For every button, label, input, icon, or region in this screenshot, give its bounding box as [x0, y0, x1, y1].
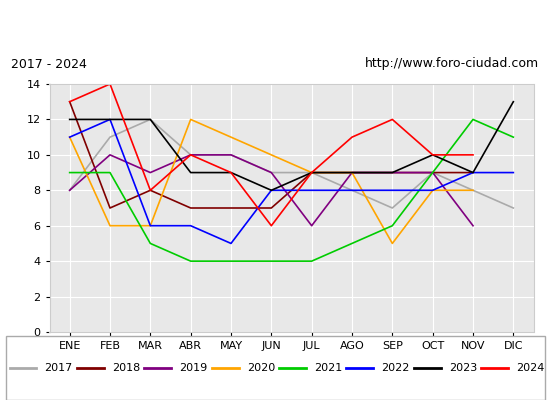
Text: 2022: 2022 [382, 363, 410, 373]
Text: Evolucion del paro registrado en Ladrillar: Evolucion del paro registrado en Ladrill… [65, 15, 485, 33]
Text: 2018: 2018 [112, 363, 140, 373]
Text: 2023: 2023 [449, 363, 477, 373]
Text: 2017 - 2024: 2017 - 2024 [11, 58, 87, 70]
Text: 2020: 2020 [247, 363, 275, 373]
Text: 2019: 2019 [179, 363, 207, 373]
Text: 2024: 2024 [516, 363, 544, 373]
Text: 2017: 2017 [45, 363, 73, 373]
Text: 2021: 2021 [314, 363, 342, 373]
Text: http://www.foro-ciudad.com: http://www.foro-ciudad.com [365, 58, 539, 70]
